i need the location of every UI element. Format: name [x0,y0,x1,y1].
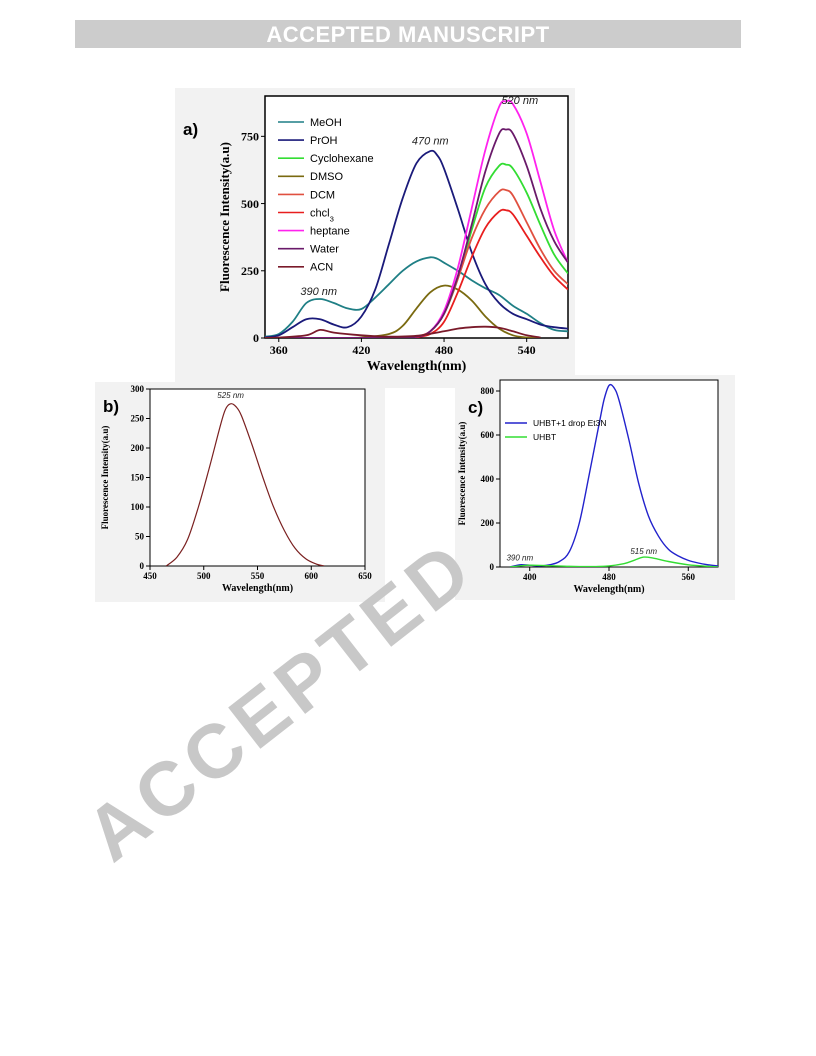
peak-annotation: 390 nm [300,286,337,298]
y-tick-label: 0 [490,562,495,572]
x-tick-label: 360 [270,343,288,357]
x-axis-label: Wavelength(nm) [367,359,467,374]
y-tick-label: 0 [140,561,145,571]
peak-annotation: 390 nm [506,553,533,562]
y-tick-label: 250 [131,414,145,424]
chart-a: 360 420 480 540 0 250 500 750 Wavelength(nm) Fluo… [175,88,575,388]
series-group [265,99,568,338]
x-tick-label: 480 [435,343,453,357]
peak-annotation: 470 nm [412,135,449,147]
legend-entry: UHBT+1 drop Et3N [533,418,606,428]
x-tick-label: 420 [352,343,370,357]
peak-annotation: 525 nm [217,391,244,400]
legend-entry: chcl3 [310,207,334,223]
x-tick-label: 450 [143,571,157,581]
peak-annotation: 520 nm [501,95,538,107]
series-line-dmso [265,284,541,338]
series-line-meoh [265,256,568,338]
y-tick-label: 250 [241,264,259,278]
chart-b: 450 500 550 600 650 0 50 100 150 200 250 300 Wavelen… [95,382,385,602]
y-axis-label: Fluorescence Intensity(a.u) [217,142,232,292]
legend-entry: Cyclohexane [310,153,374,165]
panel-label: a) [183,120,198,139]
y-tick-label: 750 [241,130,259,144]
legend-entry: UHBT [533,432,556,442]
y-tick-label: 100 [131,502,145,512]
y-axis-label: Fluorescence Intensity(a.u) [457,422,467,526]
y-tick-label: 500 [241,197,259,211]
panel-label: c) [468,398,483,417]
y-tick-label: 0 [253,331,259,345]
x-tick-label: 540 [518,343,536,357]
x-tick-label: 650 [358,571,372,581]
y-tick-label: 150 [131,473,145,483]
legend: MeOH PrOH Cyclohexane DMSO DCM chcl3 heptane Wa… [278,117,374,274]
plot-area [499,379,719,568]
x-tick-label: 500 [197,571,211,581]
legend-entry: ACN [310,262,333,274]
x-tick-label: 480 [602,572,616,582]
y-tick-label: 200 [131,443,145,453]
series-line-uhbt [509,556,718,567]
series-group [165,403,325,566]
series-line-series-1 [165,403,325,566]
y-tick-label: 800 [481,386,495,396]
legend-entry: DCM [310,189,335,201]
panel-label: b) [103,397,119,416]
legend-entry: Water [310,244,339,256]
y-tick-label: 600 [481,430,495,440]
x-tick-label: 600 [305,571,319,581]
peak-annotation: 515 nm [630,547,657,556]
series-line-uhbt-1-drop-et3n [509,383,718,567]
legend-entry: DMSO [310,171,343,183]
y-tick-label: 50 [135,532,145,542]
accepted-manuscript-banner: ACCEPTED MANUSCRIPT [75,20,741,48]
plot-area [149,388,366,567]
series-line-proh [265,149,568,338]
x-tick-label: 550 [251,571,265,581]
series-line-acn [265,325,541,338]
y-axis-label: Fluorescence Intensity(a.u) [100,426,110,530]
y-tick-label: 400 [481,474,495,484]
x-tick-label: 560 [682,572,696,582]
legend: UHBT+1 drop Et3N UHBT [505,418,606,442]
y-tick-label: 300 [131,384,145,394]
y-tick-label: 200 [481,518,495,528]
chart-c: 400 480 560 0 200 400 600 800 Wavelength(nm) Fluo… [455,375,735,600]
legend-entry: PrOH [310,135,338,147]
x-axis-label: Wavelength(nm) [573,584,644,595]
legend-entry: MeOH [310,117,342,129]
series-group [509,383,718,567]
x-axis-label: Wavelength(nm) [222,583,293,594]
legend-entry: heptane [310,225,350,237]
plot-area [264,95,569,339]
x-tick-label: 400 [523,572,537,582]
